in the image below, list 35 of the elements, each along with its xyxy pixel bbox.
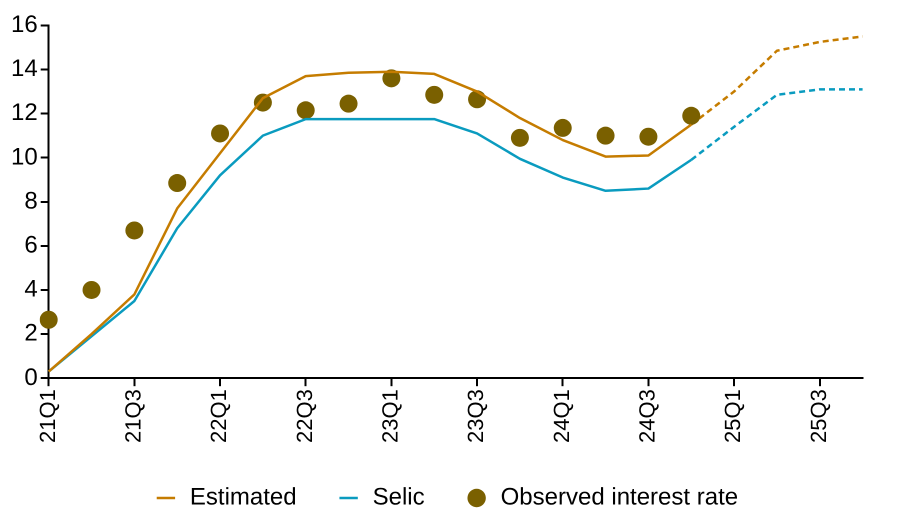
y-tick-label: 2 bbox=[24, 320, 38, 347]
y-tick-label: 12 bbox=[10, 99, 38, 126]
legend-label: Observed interest rate bbox=[500, 484, 738, 511]
x-tick-label: 22Q1 bbox=[206, 389, 232, 444]
x-tick-label: 23Q1 bbox=[377, 389, 402, 444]
y-tick-label: 0 bbox=[24, 364, 38, 391]
point bbox=[554, 118, 572, 137]
legend-label: Estimated bbox=[190, 484, 297, 511]
y-tick-label: 10 bbox=[10, 143, 38, 170]
x-tick-label: 25Q3 bbox=[806, 389, 831, 444]
point bbox=[125, 221, 144, 240]
y-tick-label: 4 bbox=[24, 276, 38, 303]
y-tick-label: 14 bbox=[10, 55, 38, 82]
point bbox=[168, 174, 186, 192]
legend-label: Selic bbox=[372, 484, 425, 511]
x-tick-label: 22Q3 bbox=[292, 389, 317, 444]
y-tick-label: 8 bbox=[24, 187, 38, 214]
point bbox=[639, 128, 658, 146]
point bbox=[425, 86, 444, 104]
point bbox=[596, 126, 615, 145]
point bbox=[510, 128, 529, 147]
x-tick-label: 21Q1 bbox=[34, 389, 60, 444]
point bbox=[682, 106, 700, 125]
y-tick-label: 16 bbox=[10, 11, 38, 38]
point bbox=[211, 124, 230, 142]
point bbox=[340, 94, 358, 113]
x-tick-label: 24Q3 bbox=[634, 389, 660, 444]
x-tick-label: 25Q1 bbox=[720, 389, 746, 444]
x-tick-label: 21Q3 bbox=[120, 389, 146, 444]
y-tick-label: 6 bbox=[24, 232, 38, 259]
x-tick-label: 24Q1 bbox=[548, 389, 574, 444]
point bbox=[82, 280, 101, 299]
x-tick-label: 23Q3 bbox=[463, 389, 488, 444]
point bbox=[40, 310, 58, 329]
point bbox=[296, 101, 315, 120]
